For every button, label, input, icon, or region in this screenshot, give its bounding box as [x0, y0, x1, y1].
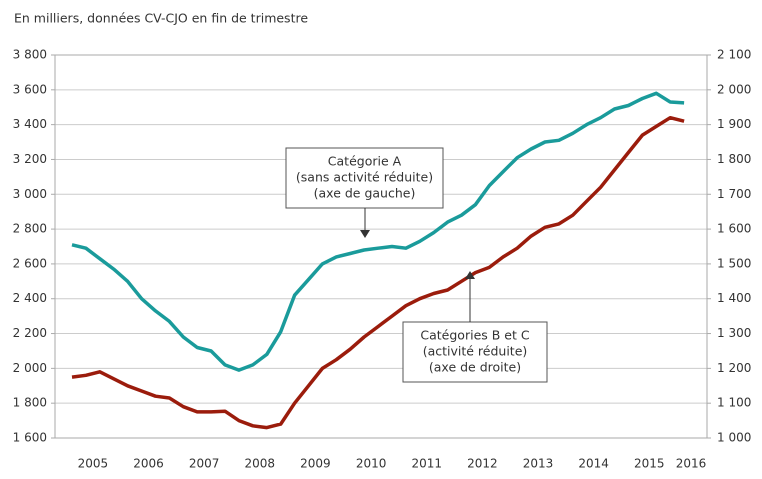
x-tick-label: 2012	[467, 457, 498, 471]
y2-tick-label: 2 100	[717, 48, 751, 62]
x-tick-label: 2010	[356, 457, 387, 471]
annotation-text: (axe de droite)	[429, 360, 521, 375]
y2-tick-label: 1 700	[717, 187, 751, 201]
arrow-head	[360, 230, 370, 238]
y-tick-label: 2 400	[13, 291, 47, 305]
y-tick-label: 3 400	[13, 117, 47, 131]
y-tick-label: 2 800	[13, 222, 47, 236]
chart-title: En milliers, données CV-CJO en fin de tr…	[14, 11, 308, 26]
y-tick-label: 3 600	[13, 82, 47, 96]
y2-tick-label: 1 500	[717, 256, 751, 270]
y-tick-label: 1 800	[13, 396, 47, 410]
annotation-text: Catégories B et C	[420, 328, 529, 343]
y2-tick-label: 1 900	[717, 117, 751, 131]
y-tick-label: 2 600	[13, 256, 47, 270]
y2-tick-label: 1 100	[717, 396, 751, 410]
annotation-text: (activité réduite)	[423, 344, 528, 359]
annotation-box	[285, 147, 444, 209]
x-tick-label: 2007	[189, 457, 220, 471]
y2-tick-label: 1 600	[717, 222, 751, 236]
y-tick-label: 2 200	[13, 326, 47, 340]
x-tick-label: 2014	[578, 457, 609, 471]
y2-tick-label: 2 000	[717, 82, 751, 96]
y-tick-label: 1 600	[13, 431, 47, 445]
y2-tick-label: 1 300	[717, 326, 751, 340]
annotation-text: Catégorie A	[328, 154, 402, 169]
series-line	[71, 115, 685, 430]
y-tick-label: 2 000	[13, 361, 47, 375]
y-tick-label: 3 000	[13, 187, 47, 201]
x-tick-label: 2009	[300, 457, 331, 471]
y2-tick-label: 1 000	[717, 431, 751, 445]
y2-tick-label: 1 400	[717, 291, 751, 305]
y2-tick-label: 1 200	[717, 361, 751, 375]
annotation-box	[402, 321, 548, 383]
y-tick-label: 3 200	[13, 152, 47, 166]
x-tick-label: 2011	[411, 457, 442, 471]
annotation-text: (sans activité réduite)	[296, 170, 433, 185]
series-line	[71, 91, 685, 372]
arrow-head	[465, 271, 475, 279]
y2-tick-label: 1 800	[717, 152, 751, 166]
x-tick-label: 2015	[634, 457, 665, 471]
plot-frame	[54, 54, 708, 439]
x-tick-label: 2006	[133, 457, 164, 471]
x-tick-label: 2005	[78, 457, 109, 471]
x-tick-label: 2013	[523, 457, 554, 471]
annotation-text: (axe de gauche)	[314, 186, 416, 201]
x-tick-label: 2008	[245, 457, 276, 471]
y-tick-label: 3 800	[13, 48, 47, 62]
x-tick-label: 2016	[676, 457, 707, 471]
